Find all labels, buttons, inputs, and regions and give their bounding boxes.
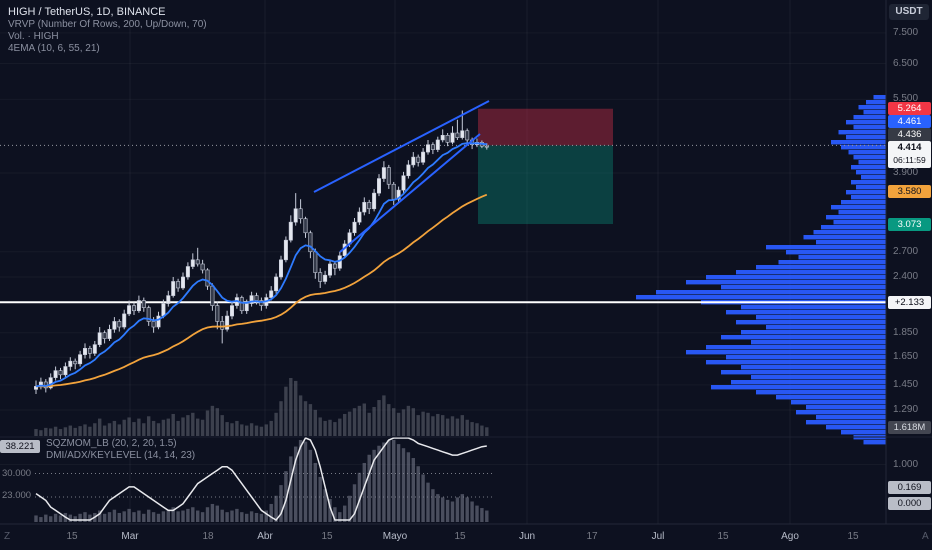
ema-slow-line[interactable]	[35, 193, 488, 388]
time-axis-label: Mayo	[382, 531, 408, 542]
price-axis[interactable]: USDT 5.264 4.461 4.436 4.414 06:11:59 3.…	[887, 0, 932, 524]
indicator-pane-legend: SQZMOM_LB (20, 2, 20, 1.5) DMI/ADX/KEYLE…	[46, 438, 195, 462]
axis-corner-left: Z	[4, 531, 11, 542]
price-tick-label: 3.900	[893, 166, 919, 178]
time-axis-label: Jun	[518, 531, 536, 542]
dmi-level-23-label: 23.000	[2, 490, 32, 501]
ema-fast-line[interactable]	[35, 142, 487, 388]
trendline-1[interactable]	[313, 100, 490, 193]
time-axis-label: Mar	[121, 531, 139, 542]
short-position-stop-zone[interactable]	[478, 108, 613, 146]
last-price-badge: 4.414 06:11:59	[888, 141, 931, 168]
candles	[33, 110, 489, 394]
time-axis-label: 18	[202, 531, 214, 542]
time-axis-label: 15	[321, 531, 333, 542]
target-price-badge[interactable]: 3.073	[888, 218, 931, 231]
volume-value-badge: 1.618M	[888, 421, 931, 434]
stop-price-badge[interactable]: 5.264	[888, 102, 931, 115]
dmi-level-30-label: 30.000	[2, 468, 32, 479]
adx-value-badge: 38.221	[0, 440, 40, 453]
time-axis-label: Jul	[651, 531, 665, 542]
indicator-legend-vrvp[interactable]: VRVP (Number Of Rows, 200, Up/Down, 70)	[8, 19, 207, 30]
volume-bars	[34, 378, 489, 436]
indicator-legend-dmi[interactable]: DMI/ADX/KEYLEVEL (14, 14, 23)	[46, 450, 196, 461]
price-tick-label: 7.500	[893, 26, 919, 38]
adx-line[interactable]	[35, 437, 487, 521]
currency-toggle-button[interactable]: USDT	[889, 4, 929, 20]
price-tick-label: 1.000	[893, 458, 919, 470]
indicator-legend-volume[interactable]: Vol. · HIGH	[8, 31, 59, 42]
indicator-pane	[34, 437, 495, 522]
last-price-value: 4.414	[897, 142, 922, 153]
price-tick-label: 6.500	[893, 57, 919, 69]
entry-price-badge[interactable]: 4.436	[888, 128, 931, 141]
short-position-profit-zone[interactable]	[478, 145, 613, 225]
price-tick-label: 1.450	[893, 378, 919, 390]
price-tick-label: 2.400	[893, 270, 919, 282]
ema-slow-value-badge: 3.580	[888, 185, 931, 198]
time-axis-label: 15	[717, 531, 729, 542]
time-axis-label: Ago	[781, 531, 799, 542]
axis-corner-right: A	[922, 531, 929, 542]
indicator-value-badge-1: 0.169	[888, 481, 931, 494]
time-axis-label: Abr	[257, 531, 273, 542]
price-tick-label: 1.290	[893, 403, 919, 415]
symbol-title[interactable]: HIGH / TetherUS, 1D, BINANCE	[8, 6, 166, 18]
time-axis-label: 15	[847, 531, 859, 542]
ema-fast-value-badge: 4.461	[888, 115, 931, 128]
price-tick-label: 1.850	[893, 326, 919, 338]
bar-countdown: 06:11:59	[893, 155, 926, 165]
indicator-value-badge-2: 0.000	[888, 497, 931, 510]
time-axis-label: 17	[586, 531, 598, 542]
indicator-legend-4ema[interactable]: 4EMA (10, 6, 55, 21)	[8, 43, 100, 54]
key-level-price-badge[interactable]: +2.133	[888, 296, 931, 309]
chart-legend: HIGH / TetherUS, 1D, BINANCE VRVP (Numbe…	[8, 5, 207, 55]
trendline-2[interactable]	[339, 133, 481, 253]
price-tick-label: 1.650	[893, 351, 919, 363]
price-tick-label: 5.500	[893, 93, 919, 105]
time-axis-label: 15	[454, 531, 466, 542]
volume-profile	[636, 95, 886, 445]
time-axis[interactable]: Z A 15 Mar 18 Abr 15 Mayo 15 Jun 17 Jul 15 Ago 15	[0, 524, 932, 550]
time-axis-label: 15	[66, 531, 78, 542]
price-tick-label: 2.700	[893, 245, 919, 257]
indicator-legend-sqzmom[interactable]: SQZMOM_LB (20, 2, 20, 1.5)	[46, 438, 177, 449]
